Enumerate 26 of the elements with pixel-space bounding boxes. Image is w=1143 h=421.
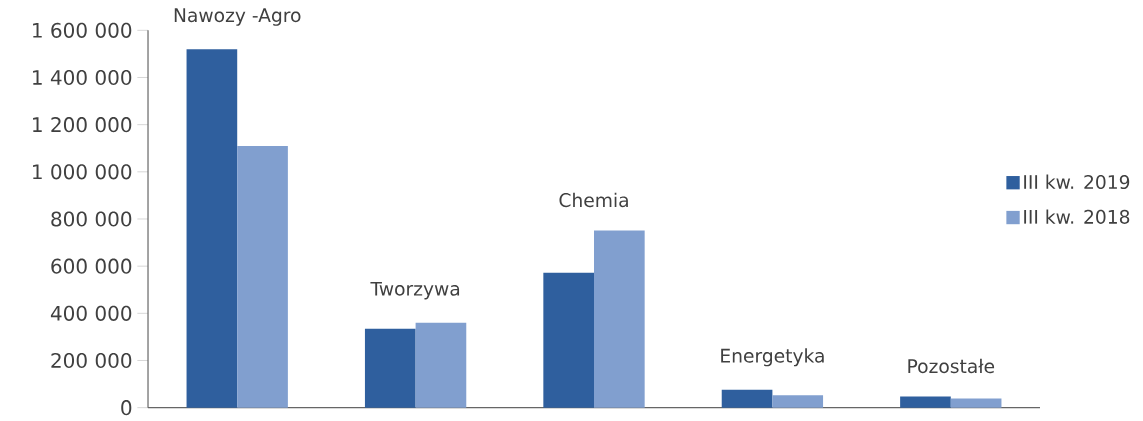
legend-label: III kw. 2019 — [1024, 174, 1130, 190]
y-tick-label: 200 000 — [51, 352, 132, 369]
y-tick-label: 1 600 000 — [33, 22, 132, 38]
x-tick-label: Pozostałe — [908, 358, 995, 374]
bar — [543, 272, 594, 408]
bar — [721, 389, 773, 408]
legend-label: III kw. 2018 — [1024, 209, 1130, 224]
y-tick-label: 400 000 — [50, 305, 132, 321]
bar — [364, 328, 416, 408]
y-tick-label: 800 000 — [51, 211, 132, 227]
x-tick-label: Nawozy -Agro — [174, 8, 301, 26]
bar — [594, 230, 645, 408]
bar — [415, 322, 467, 408]
bar — [950, 398, 1002, 408]
x-tick-label: Tworzywa — [370, 281, 460, 300]
x-tick-label: Chemia — [559, 192, 628, 208]
bar — [772, 395, 824, 408]
bar — [237, 145, 288, 408]
x-tick-label: Energetyka — [721, 348, 824, 367]
y-tick-label: 1 000 000 — [33, 164, 132, 180]
bar — [186, 49, 238, 408]
y-tick-label: 600 000 — [51, 258, 132, 274]
y-tick-label: 1 200 000 — [33, 117, 132, 133]
bar — [900, 396, 951, 408]
y-tick-label: 0 — [121, 400, 132, 416]
y-tick-label: 1 400 000 — [33, 69, 132, 86]
